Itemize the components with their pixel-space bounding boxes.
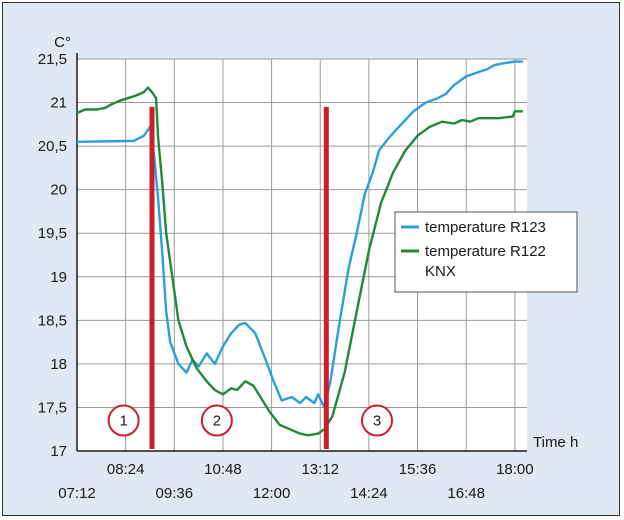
series-line-1	[76, 60, 523, 409]
event-marker-3: 3	[361, 404, 393, 437]
y-tick-label: 18	[50, 356, 67, 373]
x-tick-label-lower: 09:36	[156, 485, 194, 502]
legend-label: temperature R123	[425, 219, 546, 236]
y-tick-label: 18,5	[38, 312, 67, 329]
event-marker-1: 1	[107, 404, 140, 437]
x-tick-label-lower: 14:24	[350, 485, 388, 502]
event-marker-circle	[361, 404, 393, 437]
y-tick-label: 21	[50, 95, 67, 112]
y-axis-unit: C°	[54, 34, 71, 51]
event-marker-label: 3	[373, 413, 381, 430]
axes	[76, 53, 527, 452]
x-tick-label-lower: 16:48	[447, 485, 485, 502]
y-tick-label: 19	[50, 269, 67, 286]
event-marker-label: 1	[119, 413, 127, 430]
series-lines	[76, 60, 523, 437]
event-markers: 1 2 3	[107, 404, 393, 437]
y-tick-label: 19,5	[38, 225, 67, 242]
legend-label: temperature R122 KNX	[425, 243, 546, 280]
x-tick-label-upper: 15:36	[399, 461, 437, 478]
event-lines	[149, 106, 329, 449]
x-tick-label-lower: 12:00	[253, 485, 291, 502]
series-line-2	[76, 86, 523, 437]
x-tick-label-lower: 07:12	[58, 485, 96, 502]
y-tick-label: 20,5	[38, 138, 67, 155]
x-tick-label-upper: 10:48	[204, 461, 242, 478]
chart-frame: 1 2 3 17 17,5 18 18,5 19 19,5 20 20,5 21 21,5 08:24 1…	[2, 2, 620, 516]
event-marker-circle	[107, 404, 140, 437]
x-tick-label-upper: 08:24	[107, 461, 145, 478]
x-tick-label-upper: 13:12	[301, 461, 339, 478]
event-marker-circle	[200, 404, 233, 437]
y-tick-label: 20	[50, 182, 67, 199]
x-axis-unit: Time h	[533, 434, 578, 451]
legend: temperature R123 temperature R122 KNX	[394, 211, 578, 293]
x-tick-label-upper: 18:00	[496, 461, 534, 478]
event-marker-2: 2	[200, 404, 233, 437]
y-tick-label: 17	[50, 443, 67, 460]
y-tick-label: 17,5	[38, 399, 67, 416]
y-tick-label: 21,5	[38, 51, 67, 68]
legend-box	[394, 211, 578, 293]
event-marker-label: 2	[213, 413, 221, 430]
line-chart: 1 2 3 17 17,5 18 18,5 19 19,5 20 20,5 21 21,5 08:24 1…	[38, 34, 579, 502]
